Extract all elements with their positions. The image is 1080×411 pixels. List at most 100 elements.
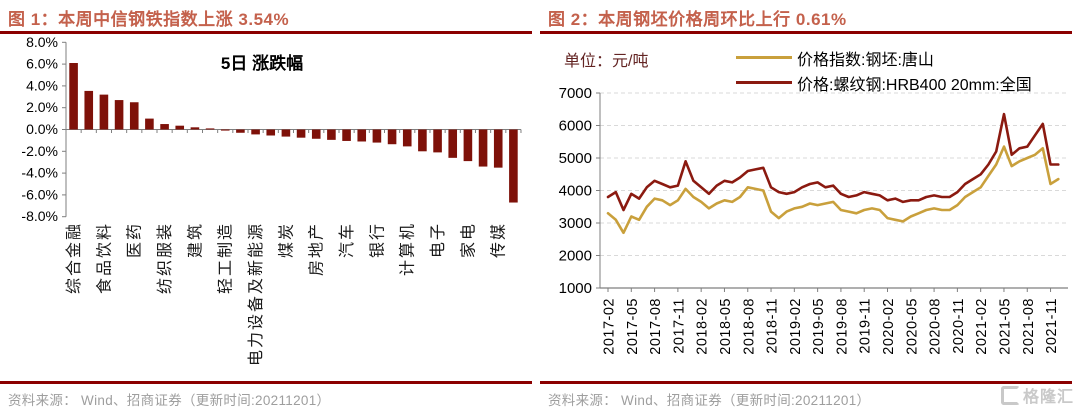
- bar: [311, 129, 321, 139]
- bar: [175, 125, 185, 130]
- chart-legend: 价格指数:钢坯:唐山 价格:螺纹钢:HRB400 20mm:全国: [736, 45, 1032, 95]
- x-axis-label: 2021-05: [998, 298, 1014, 355]
- bar: [114, 100, 124, 130]
- legend-label-billet: 价格指数:钢坯:唐山: [797, 51, 934, 69]
- x-axis-label: 2020-08: [928, 298, 944, 355]
- y-axis-label: 6000: [559, 118, 592, 135]
- category-label: 房地产: [308, 222, 326, 276]
- x-axis-label: 2020-05: [904, 298, 920, 355]
- x-axis-label: 2018-05: [718, 298, 734, 355]
- category-label: 医药: [126, 222, 144, 258]
- figure-2-panel: 图 2：本周钢坯价格周环比上行 0.61% 单位：元/吨 价格指数:钢坯:唐山 …: [540, 0, 1080, 411]
- category-label: 食品饮料: [95, 222, 113, 294]
- line-chart-canvas: 1000 2000 3000 4000 5000 6000 7000 2017-02 2017-…: [559, 85, 1068, 355]
- x-axis-label: 2017-11: [671, 298, 687, 354]
- y-axis-label: -4.0%: [21, 165, 58, 181]
- bar: [327, 129, 336, 140]
- y-axis-label: -2.0%: [21, 143, 58, 159]
- category-label: 纺织服装: [156, 222, 174, 294]
- figure-2-title: 图 2：本周钢坯价格周环比上行 0.61%: [548, 10, 847, 29]
- y-axis-label: -8.0%: [21, 208, 58, 224]
- y-axis-label: 4000: [559, 183, 592, 200]
- y-axis-label: 0.0%: [26, 121, 58, 137]
- bar: [129, 102, 139, 130]
- figure-2-footer: 资料来源： Wind、招商证券（更新时间:20211201）: [540, 381, 1072, 409]
- category-label: 传媒: [490, 222, 508, 258]
- figure-2-source-text: 资料来源： Wind、招商证券（更新时间:20211201）: [548, 392, 871, 408]
- y-axis-label: 1000: [559, 280, 592, 297]
- legend-item-billet: 价格指数:钢坯:唐山: [736, 45, 1032, 70]
- bar: [236, 129, 245, 133]
- category-label: 汽车: [338, 222, 356, 258]
- figure-1-title: 图 1：本周中信钢铁指数上涨 3.54%: [8, 10, 290, 29]
- x-axis-label: 2017-08: [648, 298, 664, 355]
- legend-swatch-billet: [736, 55, 792, 60]
- y-axis-label: 7000: [559, 85, 592, 102]
- bar: [251, 129, 260, 135]
- x-axis-label: 2021-08: [1021, 298, 1037, 355]
- figure-1-title-rule: [0, 31, 532, 34]
- bar: [145, 118, 154, 130]
- y-axis-label: 5000: [559, 150, 592, 167]
- bar: [418, 129, 427, 152]
- legend-label-rebar: 价格:螺纹钢:HRB400 20mm:全国: [797, 76, 1032, 94]
- x-axis-label: 2021-11: [1044, 298, 1060, 354]
- bar: [342, 129, 351, 141]
- x-axis-label: 2019-08: [834, 298, 850, 355]
- bar: [220, 129, 230, 131]
- category-label: 电力设备及新能源: [247, 222, 265, 366]
- bar: [357, 129, 367, 142]
- bar: [190, 127, 200, 130]
- category-label: 综合金融: [65, 222, 83, 294]
- figure-1-footer: 资料来源： Wind、招商证券（更新时间:20211201）: [0, 381, 532, 409]
- figure-1-source-text: 资料来源： Wind、招商证券（更新时间:20211201）: [8, 392, 331, 408]
- series-line: [606, 112, 1060, 212]
- y-axis-label: 3000: [559, 215, 592, 232]
- y-axis-label: 2.0%: [26, 99, 58, 115]
- bar: [478, 129, 488, 167]
- category-label: 电子: [429, 222, 447, 258]
- x-axis-label: 2021-02: [974, 298, 990, 355]
- x-axis-label: 2018-02: [695, 298, 711, 355]
- x-axis-label: 2017-05: [625, 298, 641, 355]
- bar: [160, 124, 169, 130]
- category-label: 家电: [459, 222, 477, 258]
- x-axis-label: 2018-11: [765, 298, 781, 354]
- x-axis-label: 2019-11: [858, 298, 874, 354]
- category-label: 计算机: [398, 222, 417, 276]
- bar: [433, 129, 442, 153]
- x-axis-label: 2020-02: [881, 298, 897, 355]
- figure-2-footer-rule: [540, 381, 1072, 384]
- x-axis-label: 2020-11: [951, 298, 967, 354]
- y-axis-label: 4.0%: [26, 77, 58, 93]
- x-axis-label: 2017-02: [602, 298, 618, 355]
- category-label: 建筑: [186, 222, 204, 258]
- bar: [281, 129, 291, 137]
- bar-chart-canvas: 8.0% 6.0% 4.0% 2.0% 0.0% -2.0% -4.0% -6.0% -8.0%…: [21, 36, 522, 366]
- bar: [463, 129, 473, 162]
- gelonghui-logo-icon: [1000, 385, 1020, 405]
- x-axis-label: 2019-02: [788, 298, 804, 355]
- y-axis-label: 6.0%: [26, 56, 58, 72]
- x-axis-label: 2018-08: [741, 298, 757, 355]
- figure-1-panel: 图 1：本周中信钢铁指数上涨 3.54% 8.0% 6.0% 4.0% 2.0% 0.0…: [0, 10, 532, 409]
- bar: [296, 129, 306, 138]
- bar: [448, 129, 458, 158]
- category-label: 银行: [368, 222, 386, 258]
- y-axis-label: -6.0%: [21, 186, 58, 202]
- bar: [402, 129, 412, 147]
- unit-label: 单位：元/吨: [564, 53, 649, 70]
- figure-2-title-rule: [540, 31, 1072, 34]
- category-label: 煤炭: [277, 222, 295, 258]
- bar: [266, 129, 276, 136]
- bar: [372, 129, 382, 143]
- bar: [84, 90, 94, 130]
- x-axis-label: 2019-05: [811, 298, 827, 355]
- bar: [99, 94, 109, 130]
- gelonghui-logo: 格隆汇: [1000, 383, 1074, 407]
- bar: [387, 129, 397, 145]
- series-line: [606, 145, 1060, 235]
- bar: [69, 63, 78, 130]
- gelonghui-logo-text: 格隆汇: [1022, 389, 1074, 406]
